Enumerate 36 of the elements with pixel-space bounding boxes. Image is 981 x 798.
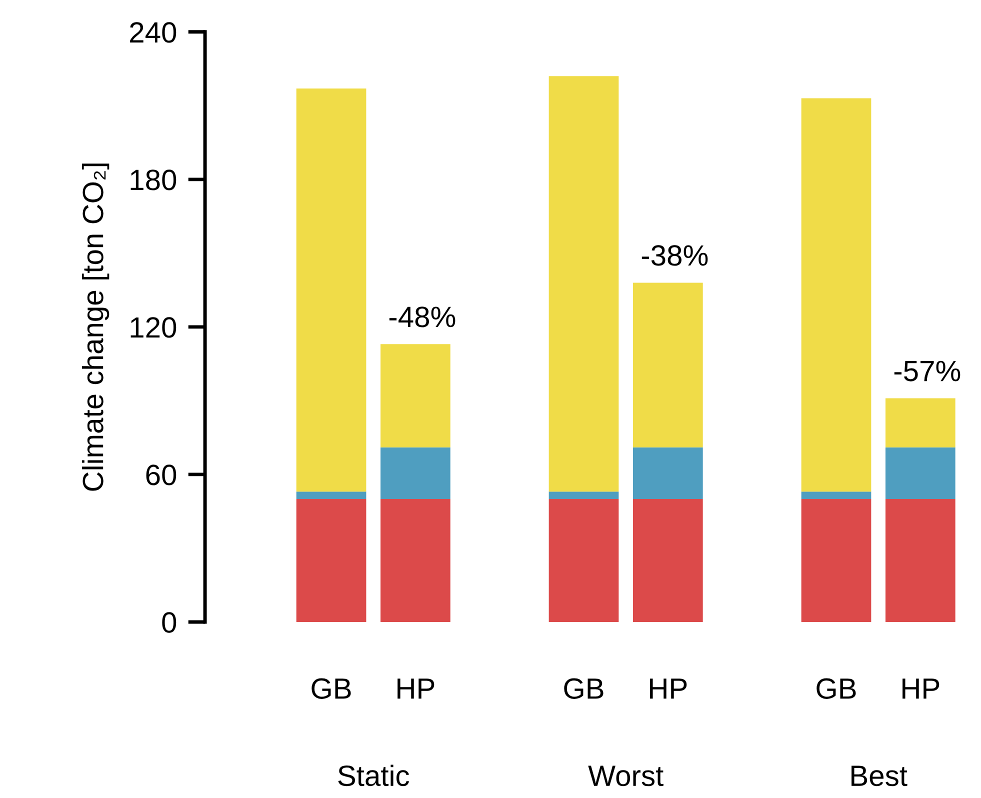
y-axis-title: Climate change [ton CO₂] xyxy=(82,164,110,491)
bar xyxy=(548,492,619,500)
y-tick-label: 120 xyxy=(130,317,176,338)
text: Best xyxy=(852,766,908,786)
x-tick-label: HP xyxy=(902,678,940,699)
y-tick-label: 240 xyxy=(130,22,176,43)
annotation: -48% xyxy=(389,306,456,328)
text: Static xyxy=(338,764,410,786)
y-tick-label: 180 xyxy=(130,170,176,190)
y-tick-label: 60 xyxy=(146,464,176,486)
x-tick-label: GB xyxy=(564,678,604,699)
bar xyxy=(380,499,450,622)
bar xyxy=(632,499,703,622)
x-tick-label: HP xyxy=(650,678,687,699)
x-tick-label: HP xyxy=(398,678,434,699)
bar xyxy=(548,499,619,622)
text: Worst xyxy=(588,766,664,786)
bar xyxy=(801,98,872,492)
bar xyxy=(548,76,619,492)
x-tick-label: GB xyxy=(312,678,351,699)
bar xyxy=(632,282,703,448)
annotation: -38% xyxy=(642,245,708,266)
bar xyxy=(801,499,872,622)
bar xyxy=(885,499,956,622)
bar xyxy=(380,447,450,500)
bar xyxy=(885,447,956,500)
x-tick-label: GB xyxy=(816,678,856,699)
y-tick-label: 0 xyxy=(162,612,176,633)
bar xyxy=(632,447,703,500)
bar xyxy=(296,492,366,500)
bar xyxy=(296,88,366,492)
bar xyxy=(801,492,872,500)
bar xyxy=(380,344,450,448)
bar xyxy=(296,499,366,622)
annotation: -57% xyxy=(894,360,960,382)
bar xyxy=(885,398,956,448)
